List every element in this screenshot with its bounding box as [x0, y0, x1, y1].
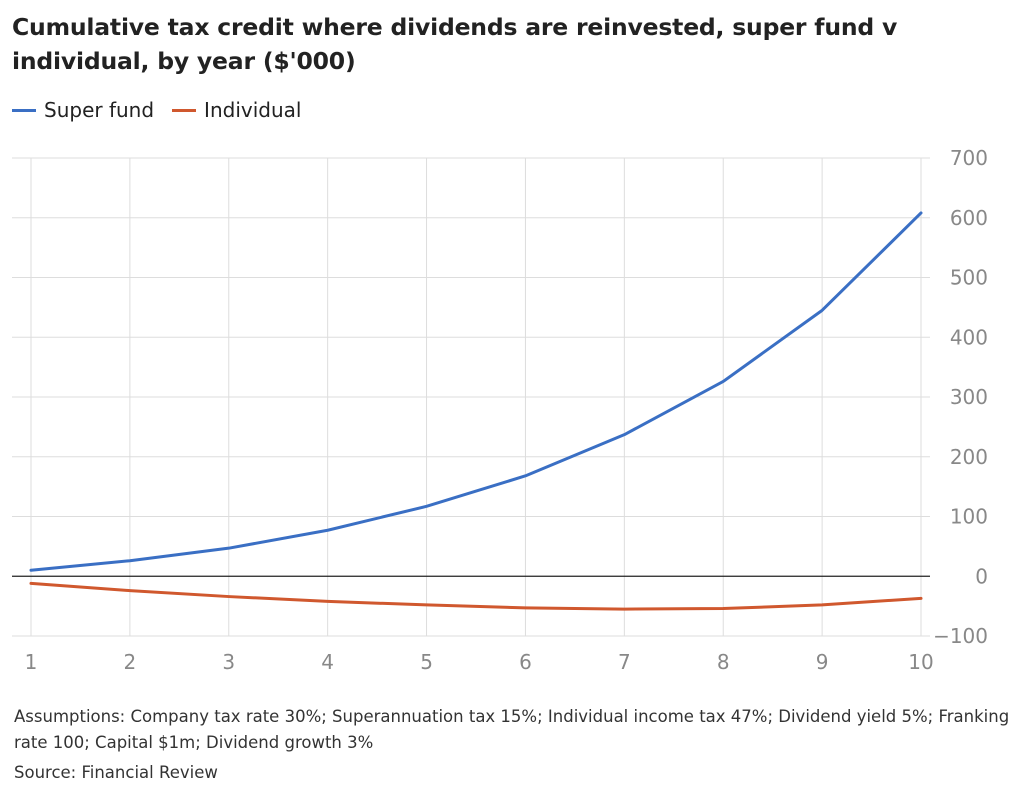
legend: Super fund Individual	[12, 98, 319, 122]
y-tick-label: 600	[950, 206, 988, 230]
legend-item-individual: Individual	[172, 98, 301, 122]
x-tick-label: 4	[321, 650, 334, 674]
y-tick-label: −100	[933, 624, 988, 648]
source-note: Source: Financial Review	[14, 763, 218, 782]
x-tick-label: 3	[222, 650, 235, 674]
legend-item-super-fund: Super fund	[12, 98, 154, 122]
series-line-individual	[29, 581, 923, 611]
x-tick-label: 8	[717, 650, 730, 674]
y-tick-label: 700	[950, 146, 988, 170]
y-tick-label: 200	[950, 445, 988, 469]
x-tick-label: 1	[25, 650, 38, 674]
series-line-super-fund	[29, 211, 923, 572]
legend-label-super-fund: Super fund	[44, 98, 155, 122]
x-tick-label: 9	[816, 650, 829, 674]
y-tick-label: 100	[950, 505, 988, 529]
line-chart: 700 600 500 400 300 200 100 0 −100 1 2 3 4 5 6 7 8 9 10	[12, 146, 988, 674]
y-tick-label: 300	[950, 385, 988, 409]
y-tick-label: 500	[950, 266, 988, 290]
x-tick-label: 2	[124, 650, 137, 674]
x-tick-label: 10	[908, 650, 933, 674]
y-tick-label: 0	[975, 564, 988, 588]
y-tick-label: 400	[950, 325, 988, 349]
x-tick-label: 6	[519, 650, 532, 674]
x-tick-label: 5	[420, 650, 433, 674]
x-tick-label: 7	[618, 650, 631, 674]
assumptions-note: Assumptions: Company tax rate 30%; Super…	[14, 707, 1010, 752]
legend-swatch-super-fund	[12, 108, 36, 112]
legend-swatch-individual	[172, 108, 197, 112]
legend-label-individual: Individual	[204, 98, 302, 122]
chart-title: Cumulative tax credit where dividends ar…	[12, 13, 898, 75]
